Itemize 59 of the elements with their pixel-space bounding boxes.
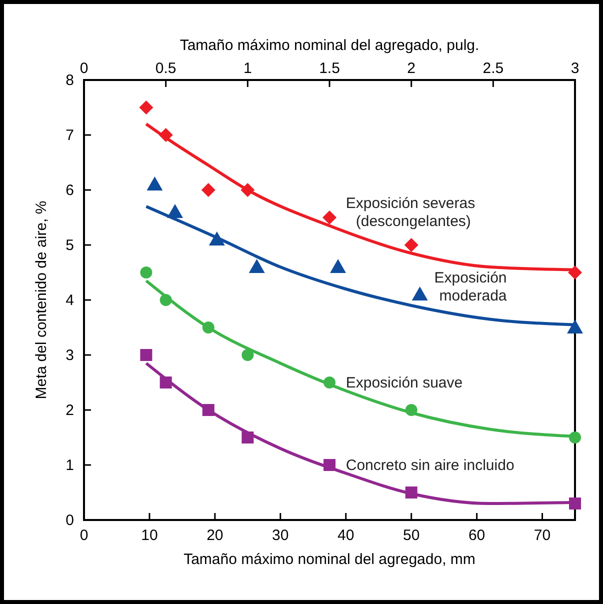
x-axis-title: Tamaño máximo nominal del agregado, mm (184, 551, 476, 568)
point (202, 404, 214, 416)
point (160, 294, 172, 306)
x2-tick-label: 0 (80, 60, 88, 77)
point (322, 210, 336, 224)
point (324, 376, 336, 388)
x-tick-label: 20 (206, 527, 224, 544)
point (201, 183, 216, 197)
point (569, 432, 581, 444)
y-tick-label: 7 (66, 127, 74, 144)
x2-tick-label: 1.5 (319, 60, 340, 77)
x2-tick-label: 0.5 (155, 60, 176, 77)
x2-tick-label: 2 (407, 60, 416, 77)
x2-tick-label: 1 (243, 60, 252, 77)
point (140, 266, 152, 278)
point (167, 204, 183, 218)
point (405, 404, 418, 416)
point (324, 459, 336, 471)
x2-tick-label: 2.5 (482, 60, 504, 77)
point (330, 259, 346, 273)
point (404, 238, 418, 252)
x-tick-label: 40 (338, 527, 354, 544)
y-tick-label: 8 (66, 72, 74, 89)
series-label: Concreto sin aire incluido (346, 457, 514, 474)
point (569, 498, 581, 510)
y-tick-label: 3 (66, 347, 74, 364)
point (160, 376, 172, 388)
y-tick-label: 4 (66, 292, 74, 309)
point (139, 100, 154, 114)
point (568, 266, 582, 280)
series-label: Exposición suave (346, 374, 463, 392)
point (412, 286, 428, 300)
y-tick-label: 2 (66, 402, 74, 419)
x-tick-label: 0 (80, 527, 88, 544)
point (240, 183, 255, 197)
series-label: Exposición severas (descongelantes) (346, 195, 476, 230)
series-label: Exposición moderada (434, 269, 508, 304)
point (140, 349, 152, 361)
point (202, 322, 214, 334)
y-tick-label: 1 (66, 457, 74, 474)
y-tick-label: 0 (66, 512, 74, 529)
x-tick-label: 70 (534, 527, 551, 544)
y-tick-label: 6 (66, 182, 74, 199)
point (208, 232, 225, 246)
x2-tick-label: 3 (570, 60, 580, 77)
y-tick-label: 5 (66, 237, 74, 254)
y-axis-title: Meta del contenido de aire, % (33, 200, 50, 400)
point (242, 349, 254, 361)
x-tick-label: 30 (272, 527, 289, 544)
point (567, 320, 583, 334)
point (146, 176, 163, 190)
point (248, 259, 265, 273)
x-tick-label: 50 (402, 527, 420, 544)
x-tick-label: 60 (468, 527, 486, 544)
point (242, 432, 254, 444)
point (405, 486, 418, 498)
x2-axis-title: Tamaño máximo nominal del agregado, pulg. (180, 37, 480, 54)
x-tick-label: 10 (141, 527, 158, 544)
point (158, 128, 173, 142)
